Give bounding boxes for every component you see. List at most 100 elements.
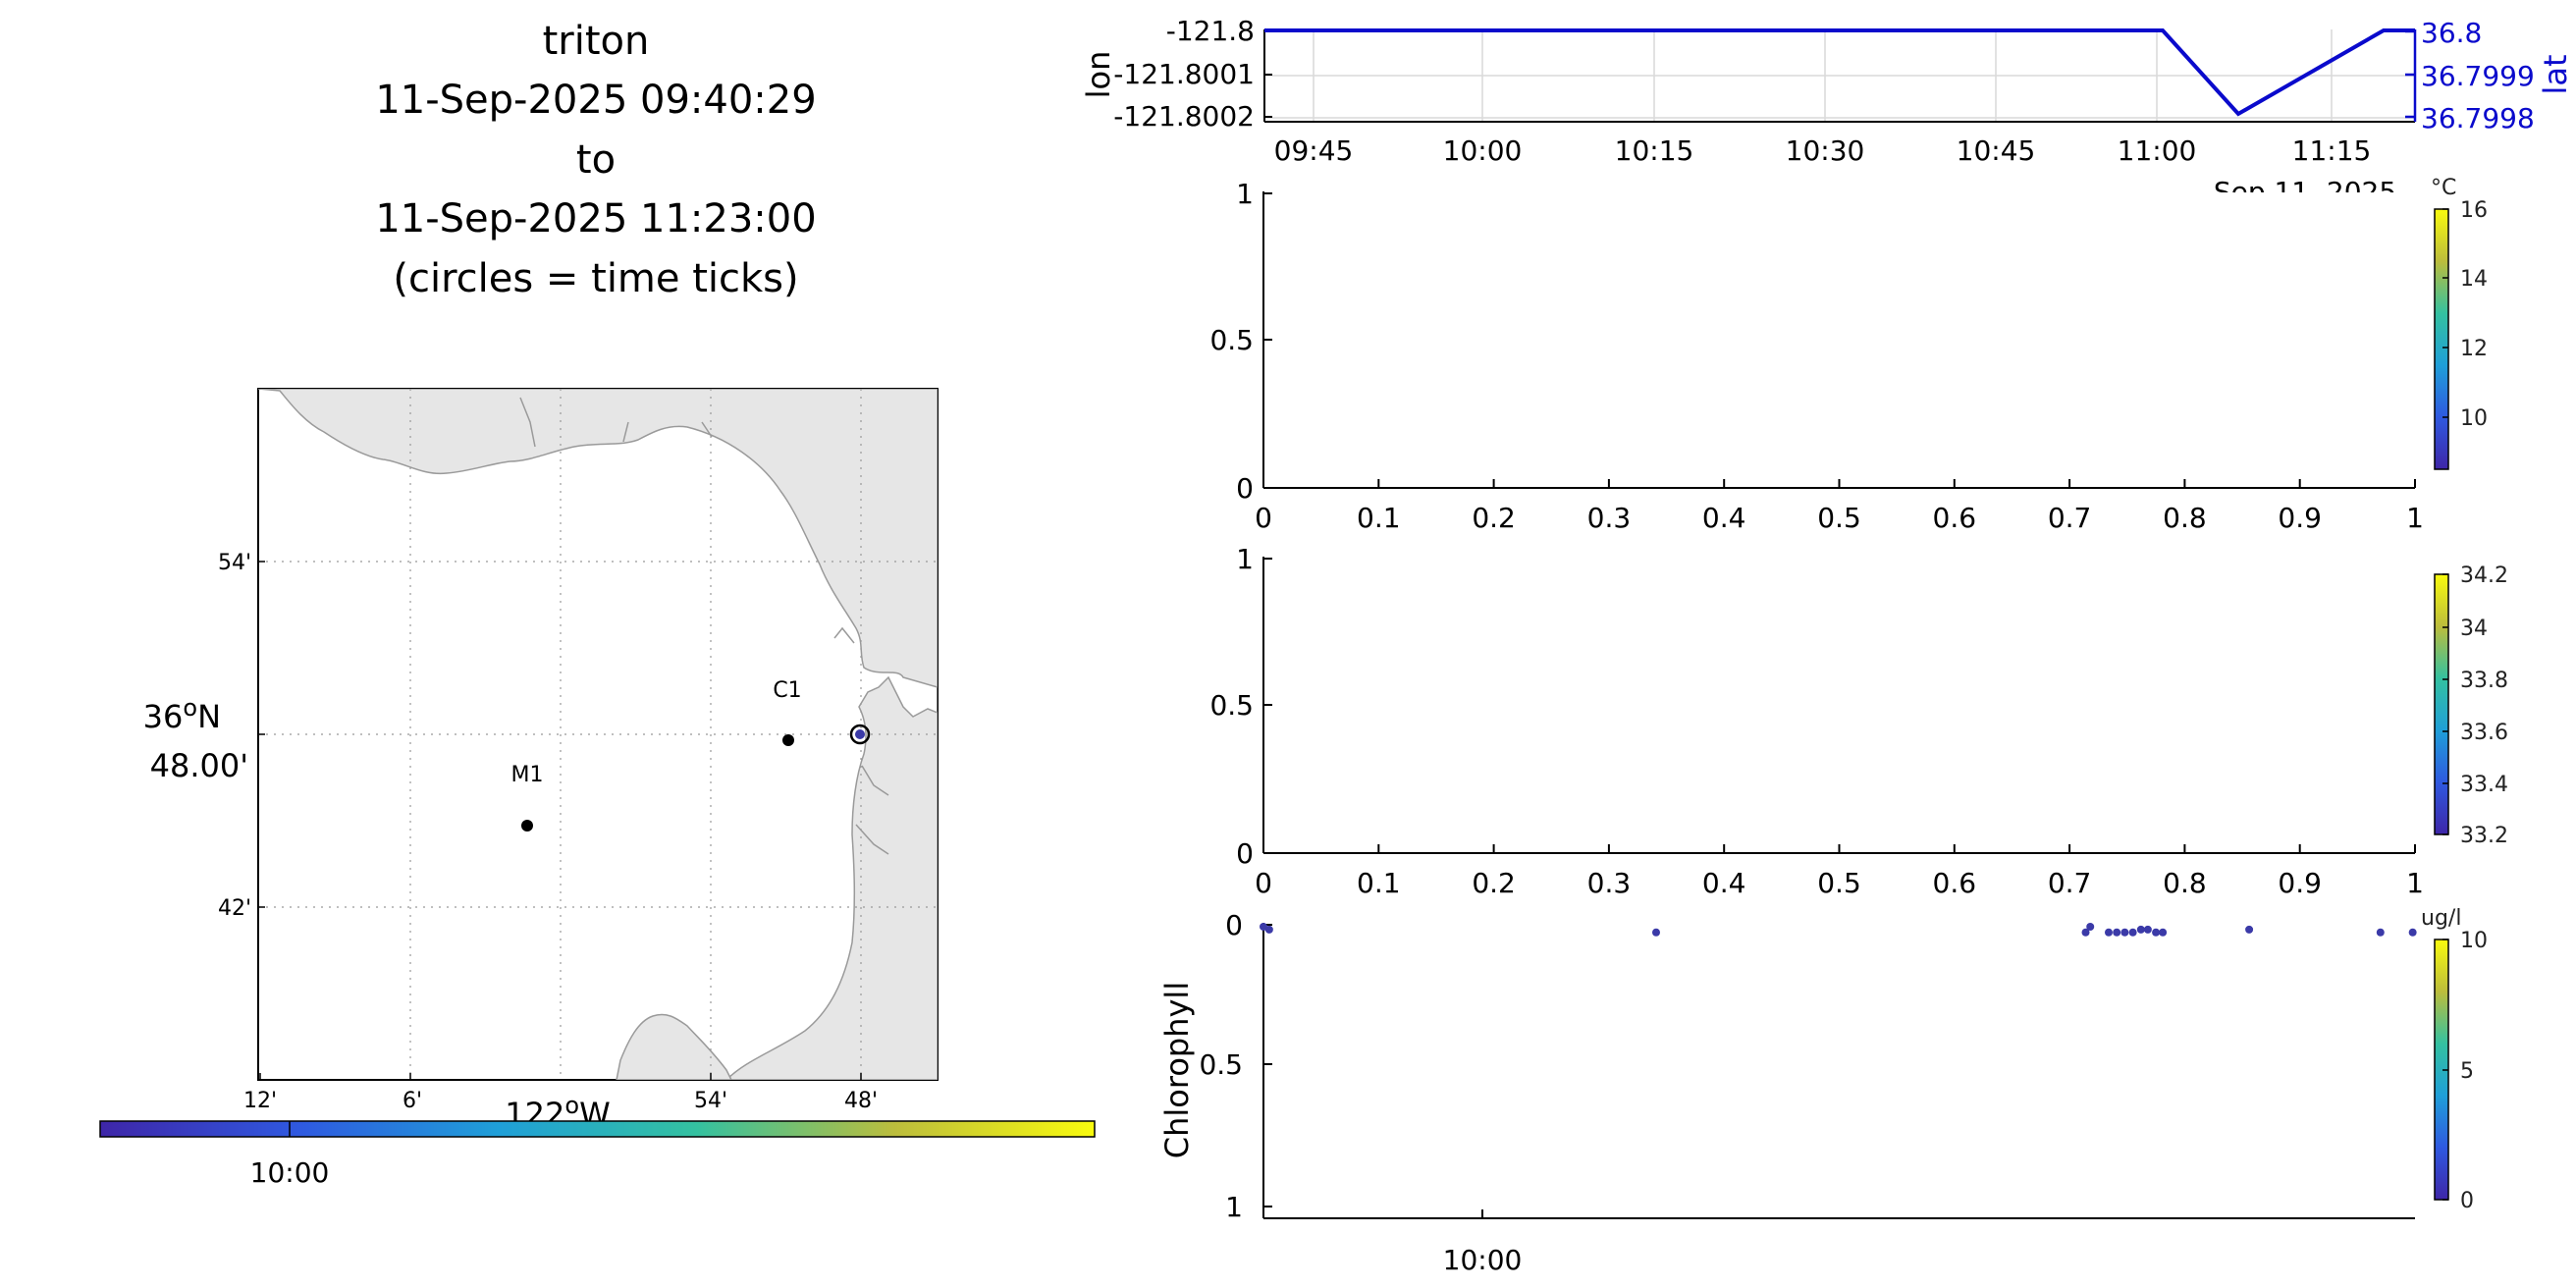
chlorophyll-point	[1264, 925, 1273, 934]
p2-ytick-1: 1	[1236, 178, 1254, 210]
p4-points	[1260, 923, 2417, 937]
lon-tick-1: -121.8001	[1113, 58, 1255, 90]
p3-xtick-label: 0.4	[1702, 867, 1746, 899]
p3-xtick-label: 0	[1255, 867, 1272, 899]
panel-lonlat-y2label: lat	[2537, 54, 2574, 94]
panel-lonlat-date: Sep 11, 2025	[2214, 176, 2396, 208]
p2-xtick-label: 0.4	[1702, 502, 1746, 534]
panel-lonlat-series-line	[1264, 28, 2415, 117]
station-c1-label: C1	[773, 678, 801, 703]
chlorophyll-point	[2376, 928, 2385, 937]
p2-xtick-label: 0.5	[1817, 502, 1861, 534]
chlorophyll-point	[2128, 928, 2137, 937]
p2-colorbar-unit: °C	[2431, 176, 2456, 200]
glider-track-point	[855, 729, 865, 739]
title-to: to	[576, 137, 616, 183]
p2-xtick-label: 0.3	[1587, 502, 1632, 534]
p2-xtick-label: 0.2	[1472, 502, 1516, 534]
p2-ytick-0: 0	[1236, 472, 1254, 505]
map-land-south	[616, 1013, 732, 1080]
p3-xtick-label: 0.9	[2278, 867, 2322, 899]
map-lat-tick-42: 42'	[218, 896, 251, 921]
chlorophyll-point	[2136, 925, 2145, 934]
p3-xtick-label: 0.3	[1587, 867, 1632, 899]
p3-colorbar	[2434, 573, 2449, 835]
p2-xtick-label: 0.8	[2163, 502, 2207, 534]
map-lon-tick-6: 6'	[402, 1089, 422, 1113]
lon-tick-2: -121.8002	[1113, 100, 1255, 133]
time-tick-1100: 11:00	[2118, 134, 2197, 167]
lat-tick-2: 36.7998	[2421, 102, 2535, 134]
p3-cb-tick-334: 33.4	[2460, 773, 2508, 797]
time-colorbar-tick: 10:00	[250, 1156, 330, 1189]
p2-xtick-label: 0	[1255, 502, 1272, 534]
p3-xtick-label: 0.2	[1472, 867, 1516, 899]
p2-ytick-05: 0.5	[1209, 324, 1254, 356]
p2-cb-tick-12: 12	[2460, 337, 2488, 361]
chlorophyll-point	[2104, 928, 2113, 937]
chlorophyll-point	[2113, 928, 2121, 937]
p3-cb-tick-332: 33.2	[2460, 824, 2508, 848]
map-lon-tick-12: 12'	[243, 1089, 277, 1113]
chlorophyll-point	[2143, 925, 2152, 934]
p3-xtick-label: 0.6	[1933, 867, 1977, 899]
p2-xtick-label: 0.9	[2278, 502, 2322, 534]
chlorophyll-point	[2086, 923, 2095, 931]
title-platform: triton	[543, 19, 650, 64]
panel-lonlat-ylabel: lon	[1080, 51, 1117, 99]
p2-xtick-label: 1	[2406, 502, 2424, 534]
p3-xtick-label: 0.8	[2163, 867, 2207, 899]
p3-cb-tick-34: 34	[2460, 617, 2488, 641]
p4-xtick-1000: 10:00	[1443, 1244, 1523, 1276]
p4-ytick-1: 1	[1225, 1191, 1243, 1223]
panel-lonlat-grid	[1264, 29, 2415, 122]
lat-tick-0: 36.8	[2421, 17, 2482, 49]
p3-cb-tick-342: 34.2	[2460, 564, 2508, 588]
map-lon-tick-48: 48'	[844, 1089, 878, 1113]
chlorophyll-point	[2152, 928, 2161, 937]
p3-xtick-label: 0.1	[1357, 867, 1401, 899]
map-land-north	[258, 389, 938, 1080]
time-colorbar: 10:00	[99, 1120, 1096, 1189]
map-lat-center-min: 48.00'	[150, 747, 248, 784]
station-c1-marker	[782, 734, 794, 746]
chlorophyll-point	[1651, 928, 1660, 937]
time-tick-1000: 10:00	[1443, 134, 1523, 167]
p4-cb-tick-0: 0	[2460, 1189, 2474, 1213]
panel-temperature: 1 0.5 0 0 0.1 0.2 0.3 0.4 0.5 0.6 0.7 0.8 0.9 1 °C…	[1209, 176, 2488, 534]
p3-xtick-label: 0.7	[2048, 867, 2092, 899]
lon-tick-0: -121.8	[1166, 15, 1255, 47]
p2-xtick-label: 0.1	[1357, 502, 1401, 534]
p4-cb-tick-5: 5	[2460, 1059, 2474, 1084]
p4-ylabel: Chlorophyll	[1158, 982, 1196, 1158]
chlorophyll-point	[2245, 925, 2254, 934]
chlorophyll-point	[2081, 928, 2090, 937]
station-m1-marker	[521, 820, 533, 832]
p2-xtick-label: 0.6	[1933, 502, 1977, 534]
time-tick-1115: 11:15	[2292, 134, 2372, 167]
panel-chlorophyll: 0 0.5 1 10:00 Chlorophyll ug/l 10 5 0	[1158, 906, 2488, 1276]
map-lon-tick-54: 54'	[694, 1089, 727, 1113]
panel-salinity: 1 0.5 0 0 0.1 0.2 0.3 0.4 0.5 0.6 0.7 0.8 0.9 1 34…	[1209, 543, 2508, 899]
p4-cb-tick-10: 10	[2460, 929, 2488, 953]
p3-cb-tick-336: 33.6	[2460, 721, 2508, 745]
p4-ytick-05: 0.5	[1199, 1048, 1243, 1081]
map-lat-tick-54: 54'	[218, 551, 251, 575]
p4-colorbar-unit: ug/l	[2421, 906, 2461, 931]
p3-ytick-05: 0.5	[1209, 689, 1254, 722]
p2-cb-tick-10: 10	[2460, 406, 2488, 431]
lat-tick-1: 36.7999	[2421, 60, 2535, 92]
panel-lonlat: -121.8 -121.8001 -121.8002 36.8 36.7999 …	[1080, 15, 2574, 208]
chlorophyll-point	[2120, 928, 2129, 937]
chlorophyll-point	[2159, 928, 2168, 937]
p2-cb-tick-14: 14	[2460, 267, 2488, 292]
p2-xtick-label: 0.7	[2048, 502, 2092, 534]
map-lat-center-deg: 36oN	[143, 694, 221, 735]
p3-xtick-label: 1	[2406, 867, 2424, 899]
time-tick-1015: 10:15	[1615, 134, 1694, 167]
p3-cb-tick-338: 33.8	[2460, 669, 2508, 693]
title-end: 11-Sep-2025 11:23:00	[375, 196, 816, 242]
title-note: (circles = time ticks)	[393, 256, 798, 301]
title-block: triton 11-Sep-2025 09:40:29 to 11-Sep-20…	[375, 19, 816, 301]
